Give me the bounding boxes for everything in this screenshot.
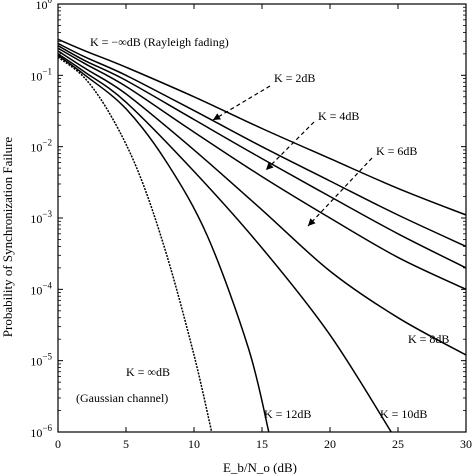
annotation-gaussian: (Gaussian channel): [76, 391, 168, 405]
series-line-k-4db: [57, 45, 467, 269]
x-tick-label: 15: [256, 437, 268, 451]
series-line-k-12db: [57, 54, 270, 433]
series-line-k-2db: [57, 42, 467, 248]
series-line-k-db: [57, 56, 213, 433]
y-axis-label: Probability of Synchronization Failure: [0, 137, 15, 338]
arrow-k6: [307, 157, 373, 227]
y-tick-label: 10−3: [30, 209, 52, 226]
y-tick-label: 100: [36, 0, 53, 12]
annotation-kinf: K = ∞dB: [126, 365, 170, 379]
y-tick-label: 10−1: [30, 66, 52, 83]
annotation-k8: K = 8dB: [408, 332, 449, 346]
annotations: K = −∞dB (Rayleigh fading) K = 2dB K = 4dB…: [76, 35, 449, 421]
annotation-k6: K = 6dB: [376, 144, 417, 158]
series-line-k-10db: [57, 53, 392, 433]
annotation-k4: K = 4dB: [318, 109, 359, 123]
annotation-k-rayleigh: K = −∞dB (Rayleigh fading): [90, 35, 229, 49]
x-tick-label: 20: [324, 437, 336, 451]
x-tick-label: 5: [123, 437, 129, 451]
arrow-k4: [265, 121, 315, 171]
y-tick-label: 10−5: [30, 352, 52, 369]
y-tick-label: 10−2: [30, 138, 52, 155]
x-axis-label: E_b/N_o (dB): [223, 460, 297, 474]
annotation-k12: K = 12dB: [264, 407, 311, 421]
x-tick-label: 0: [55, 437, 61, 451]
series-line-k-db: [57, 38, 467, 216]
x-tick-label: 25: [392, 437, 404, 451]
annotation-k2: K = 2dB: [274, 71, 315, 85]
y-tick-label: 10−4: [30, 280, 52, 297]
series-line-k-8db: [57, 50, 467, 356]
x-tick-label: 30: [460, 437, 472, 451]
series-line-k-6db: [57, 47, 467, 290]
annotation-k10: K = 10dB: [380, 407, 427, 421]
y-tick-label: 10−6: [30, 423, 52, 440]
series-lines: [57, 38, 467, 433]
x-tick-label: 10: [188, 437, 200, 451]
arrow-k2: [212, 85, 271, 121]
axis-ticks: 0 5 10 15 20 25 30 10−6 10−5 10−4 10−3 10−2 10−1 100: [30, 0, 472, 451]
